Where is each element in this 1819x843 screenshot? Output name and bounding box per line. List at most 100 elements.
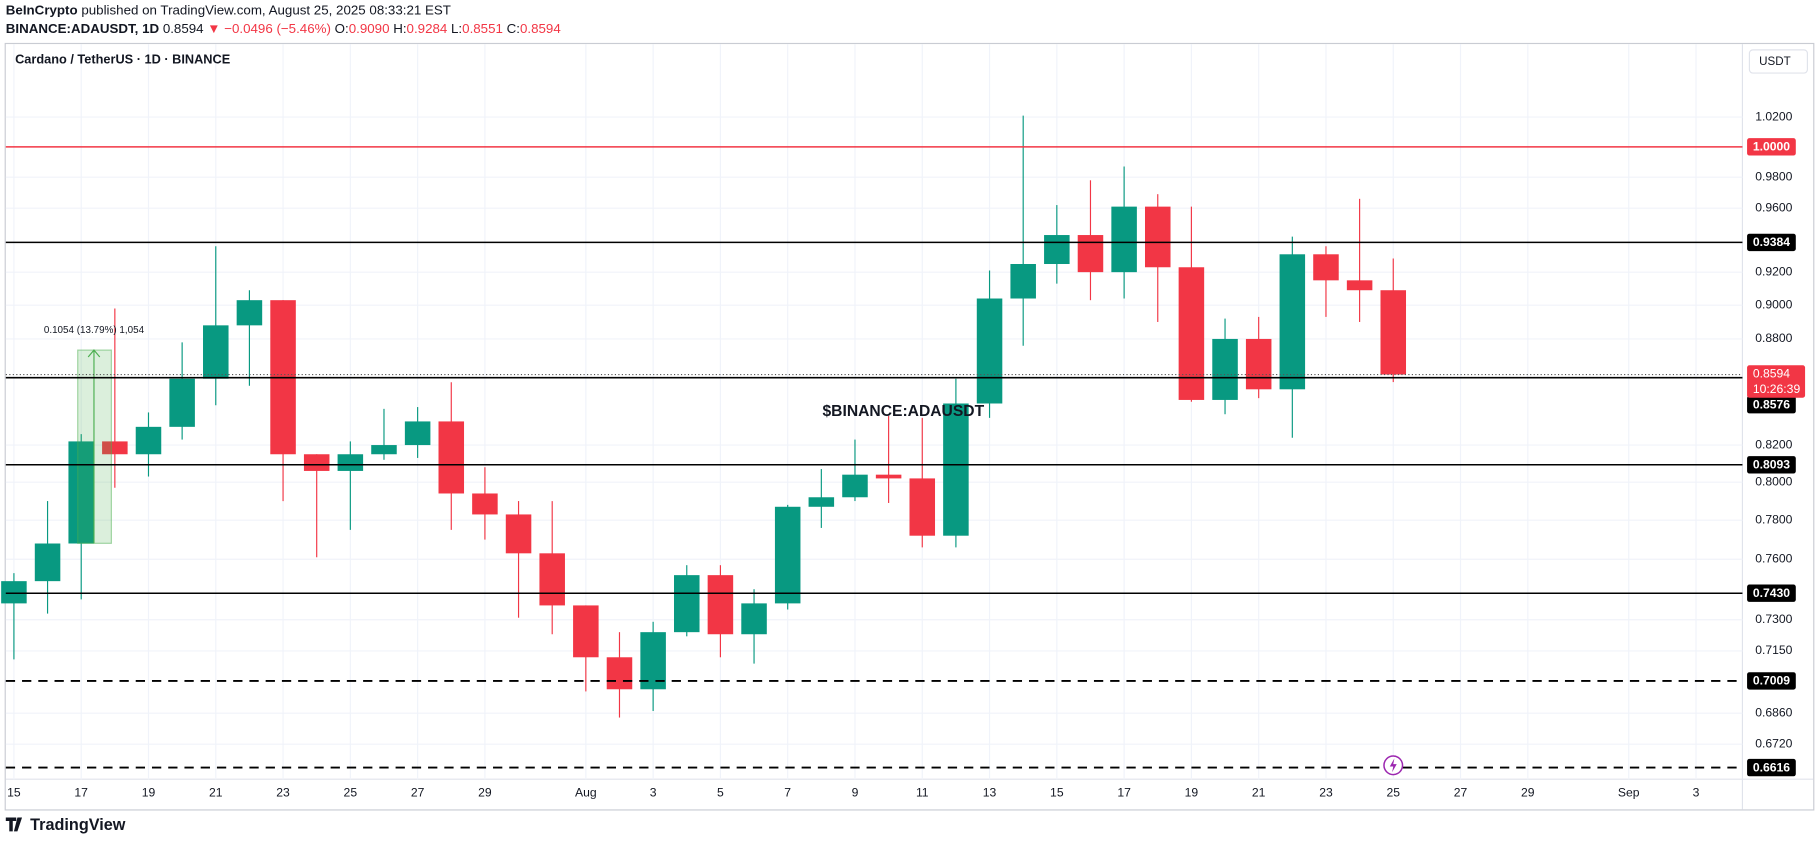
price-tag (1747, 456, 1796, 474)
brand: TradingView (30, 816, 126, 834)
candle-body (1346, 280, 1373, 291)
y-tick-label: 0.7800 (1755, 512, 1792, 526)
candle-body (1212, 338, 1238, 400)
last-price-label: 0.8594 (1753, 367, 1790, 381)
candle-body (741, 603, 767, 635)
measure-arrow-head (87, 349, 101, 358)
measure-label: 0.1054 (13.79%) 1,054 (44, 325, 145, 336)
candle-body (774, 506, 801, 604)
price-tag-label: 1.0000 (1753, 140, 1790, 154)
price-tag (1747, 584, 1796, 602)
candle-body (573, 605, 599, 658)
price-tag-label: 0.8093 (1753, 458, 1790, 472)
candle-body (505, 514, 532, 554)
candle-body (539, 553, 565, 606)
x-tick-label: 21 (209, 785, 223, 799)
candle-body (236, 300, 263, 326)
candle-body (875, 474, 902, 479)
ohlc-value: 0.8551 (462, 21, 503, 36)
price-tag (1747, 672, 1796, 690)
x-tick-label: Sep (1618, 785, 1640, 799)
annotation: $BINANCE:ADAUSDT (822, 403, 984, 420)
candle-body (169, 378, 195, 427)
candle-body (68, 441, 94, 544)
candle-body (1044, 235, 1070, 265)
y-tick-label: 0.9600 (1755, 200, 1792, 214)
ohlc-value: 0.9284 (407, 21, 448, 36)
x-tick-label: 19 (142, 785, 156, 799)
candle-body (1111, 206, 1137, 273)
x-tick-label: 29 (478, 785, 492, 799)
candle-body (1178, 267, 1205, 400)
candle-body (34, 543, 61, 582)
x-tick-label: 27 (411, 785, 425, 799)
candle-body (943, 403, 969, 536)
chart-title: Cardano / TetherUS · 1D · BINANCE (15, 52, 230, 67)
x-tick-label: 15 (7, 785, 21, 799)
price-tag-label: 0.8576 (1753, 397, 1790, 411)
plot (1, 115, 1743, 769)
x-tick-label: 3 (650, 785, 657, 799)
ohlc-value: 0.8594 (520, 21, 561, 36)
candle-body (303, 454, 330, 471)
y-tick-label: 0.9800 (1755, 169, 1792, 183)
price-tag-label: 0.6616 (1753, 760, 1790, 774)
y-tick-label: 0.9200 (1755, 264, 1792, 278)
symbol: BINANCE:ADAUSDT, 1D (6, 21, 160, 36)
event-bolt (1389, 758, 1397, 773)
x-tick-label: 19 (1185, 785, 1199, 799)
x-tick-label: 15 (1050, 785, 1064, 799)
last-price-tag (1747, 365, 1806, 398)
x-tick-label: 21 (1252, 785, 1266, 799)
candle-body (707, 575, 734, 635)
y-tick-label: 0.7300 (1755, 612, 1792, 626)
candle-body (438, 421, 465, 494)
x-tick-label: 3 (1693, 785, 1700, 799)
candle-body (909, 478, 936, 536)
ohlc-value: 0.9090 (349, 21, 390, 36)
x-tick-label: 5 (717, 785, 724, 799)
x-tick-label: Aug (575, 785, 597, 799)
y-tick-label: 0.8000 (1755, 474, 1792, 488)
candle-body (1279, 254, 1306, 390)
candle-body (371, 445, 397, 455)
y-tick-label: 0.6720 (1755, 736, 1792, 750)
ohlc-key: H: (393, 21, 406, 36)
x-tick-label: 23 (276, 785, 290, 799)
ohlc-key: C: (507, 21, 520, 36)
candle-body (404, 421, 431, 446)
x-tick-label: 29 (1521, 785, 1535, 799)
x-tick-label: 23 (1319, 785, 1333, 799)
candle-body (1, 581, 27, 604)
countdown: 10:26:39 (1753, 382, 1801, 396)
price-tag (1747, 233, 1796, 252)
y-tick-label: 1.0200 (1755, 109, 1792, 123)
price-tag-label: 0.7430 (1753, 586, 1790, 600)
candle-body (1010, 264, 1036, 299)
candle-body (1077, 235, 1104, 273)
header-line-1: BeInCrypto published on TradingView.com,… (6, 2, 451, 17)
candle-body (102, 441, 128, 455)
chart-frame (4, 42, 1815, 811)
y-tick-label: 0.7600 (1755, 551, 1792, 565)
ohlc-key: L: (451, 21, 462, 36)
price-tag (1747, 138, 1796, 156)
x-tick-label: 17 (74, 785, 88, 799)
candle-body (976, 298, 1003, 404)
price-tag-label: 0.7009 (1753, 674, 1790, 688)
candle-body (842, 474, 868, 498)
x-tick-label: 13 (983, 785, 997, 799)
y-tick-label: 0.7150 (1755, 643, 1792, 657)
candle-body (337, 454, 364, 471)
candle-body (674, 575, 700, 633)
y-tick-label: 0.9000 (1755, 297, 1792, 311)
price-tag-label: 0.9384 (1753, 235, 1790, 249)
currency-button[interactable] (1748, 49, 1808, 74)
candle-body (606, 657, 633, 690)
y-tick-label: 0.8200 (1755, 437, 1792, 451)
x-tick-label: 25 (344, 785, 358, 799)
candle-body (1144, 206, 1171, 268)
candle-body (203, 325, 229, 379)
x-tick-label: 11 (916, 785, 929, 799)
